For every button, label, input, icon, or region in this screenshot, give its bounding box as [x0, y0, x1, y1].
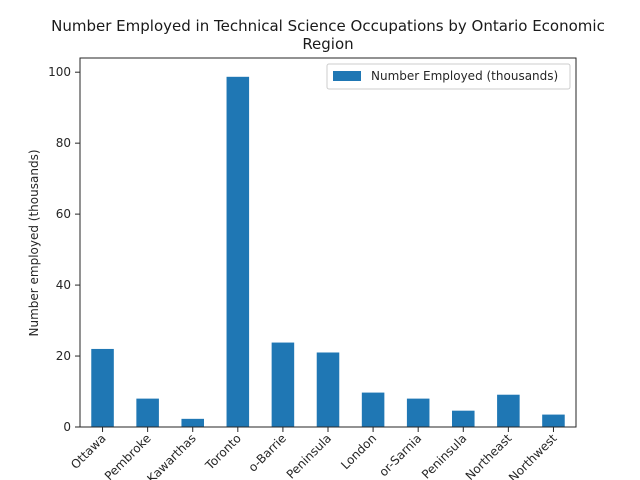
bar-4 — [271, 342, 295, 427]
y-tick-label-3: 60 — [56, 207, 71, 221]
x-tick-label-7: or-Sarnia — [376, 431, 424, 479]
x-tick-label-10: Northwest — [506, 431, 560, 480]
x-tick-label-1: Pembroke — [102, 431, 154, 480]
bar-7 — [406, 398, 430, 427]
y-tick-label-5: 100 — [48, 65, 71, 79]
bar-2 — [181, 418, 204, 427]
bar-5 — [316, 352, 340, 427]
bar-0 — [91, 348, 114, 427]
bar-3 — [226, 76, 250, 427]
bar-10 — [542, 414, 565, 427]
x-tick-label-0: Ottawa — [68, 431, 109, 472]
x-tick-label-4: o-Barrie — [246, 431, 289, 474]
y-tick-label-0: 0 — [63, 420, 71, 434]
y-tick-label-2: 40 — [56, 278, 71, 292]
y-tick-label-1: 20 — [56, 349, 71, 363]
y-tick-label-4: 80 — [56, 136, 71, 150]
y-axis-label: Number employed (thousands) — [27, 149, 41, 336]
bar-9 — [497, 394, 520, 427]
x-tick-label-6: London — [338, 431, 379, 472]
chart-title-line-2: Region — [302, 35, 353, 53]
bar-8 — [452, 410, 475, 427]
x-tick-label-5: Peninsula — [284, 431, 334, 480]
axes-frame — [79, 57, 577, 428]
legend: Number Employed (thousands) — [326, 63, 571, 90]
bar-1 — [136, 398, 159, 427]
bar-6 — [361, 392, 385, 427]
chart-title-line-1: Number Employed in Technical Science Occ… — [51, 17, 605, 35]
legend-swatch — [333, 71, 361, 81]
legend-label: Number Employed (thousands) — [371, 69, 558, 83]
x-tick-label-2: Kawarthas — [144, 431, 198, 480]
legend-box — [326, 63, 571, 90]
x-tick-label-3: Toronto — [202, 431, 244, 473]
